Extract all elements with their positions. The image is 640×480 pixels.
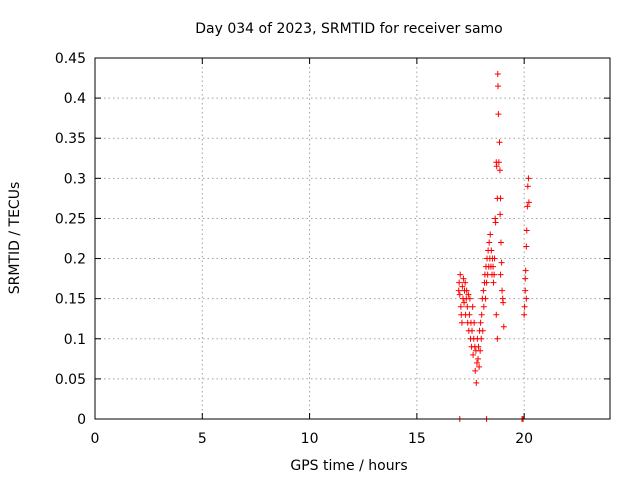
- data-point: [496, 139, 503, 146]
- y-axis: 0 0.05 0.1 0.15 0.2 0.25 0.3 0.35 0.4 0.45: [55, 51, 610, 428]
- data-point: [491, 271, 498, 278]
- data-point: [523, 227, 530, 234]
- data-point: [490, 279, 497, 286]
- data-point: [493, 311, 500, 318]
- data-point: [525, 175, 532, 182]
- y-tick-label: 0: [77, 412, 86, 428]
- data-point: [466, 311, 473, 318]
- data-point: [456, 291, 463, 298]
- data-points: [455, 71, 532, 422]
- data-point: [498, 259, 505, 266]
- data-point: [524, 183, 531, 190]
- y-tick-label: 0.45: [55, 51, 86, 67]
- data-point: [487, 231, 494, 238]
- data-point: [480, 303, 487, 310]
- data-point: [466, 295, 473, 302]
- data-point: [477, 347, 484, 354]
- data-point: [494, 83, 501, 90]
- data-point: [521, 303, 528, 310]
- x-tick-label: 5: [198, 431, 207, 447]
- data-point: [471, 319, 478, 326]
- data-point: [490, 263, 497, 270]
- data-point: [488, 247, 495, 254]
- y-tick-label: 0.2: [64, 252, 86, 268]
- data-point: [463, 287, 470, 294]
- grid: [95, 58, 610, 419]
- data-point: [495, 159, 502, 166]
- chart-title: Day 034 of 2023, SRMTID for receiver sam…: [195, 21, 503, 37]
- data-point: [523, 243, 530, 250]
- data-point: [459, 283, 466, 290]
- x-tick-label: 20: [515, 431, 533, 447]
- data-point: [475, 355, 482, 362]
- data-point: [473, 359, 480, 366]
- y-tick-label: 0.25: [55, 211, 86, 227]
- data-point: [499, 287, 506, 294]
- y-axis-title: SRMTID / TECUs: [7, 182, 23, 295]
- x-tick-label: 15: [408, 431, 426, 447]
- y-tick-label: 0.15: [55, 292, 86, 308]
- data-point: [494, 335, 501, 342]
- data-point: [462, 279, 469, 286]
- plot-frame: [94, 57, 611, 420]
- data-point: [456, 279, 463, 286]
- data-point: [496, 167, 503, 174]
- data-point: [491, 255, 498, 262]
- data-point: [495, 111, 502, 118]
- data-point: [470, 351, 477, 358]
- data-point: [480, 287, 487, 294]
- data-point: [479, 327, 486, 334]
- y-tick-label: 0.3: [64, 171, 86, 187]
- data-point: [458, 319, 465, 326]
- data-point: [483, 279, 490, 286]
- data-point: [500, 299, 507, 306]
- data-point: [464, 303, 471, 310]
- data-point: [497, 195, 504, 202]
- data-point: [472, 367, 479, 374]
- data-point: [522, 267, 529, 274]
- data-point: [497, 211, 504, 218]
- data-point: [465, 291, 472, 298]
- y-tick-label: 0.4: [64, 91, 86, 107]
- data-point: [500, 323, 507, 330]
- x-tick-label: 0: [91, 431, 100, 447]
- data-point: [493, 163, 500, 170]
- x-tick-label: 10: [301, 431, 319, 447]
- data-point: [476, 363, 483, 370]
- data-point: [524, 203, 531, 210]
- data-point: [478, 335, 485, 342]
- data-point: [469, 327, 476, 334]
- data-point: [457, 271, 464, 278]
- data-point: [521, 311, 528, 318]
- data-point: [522, 287, 529, 294]
- data-point: [478, 311, 485, 318]
- data-point: [492, 219, 499, 226]
- data-point: [525, 199, 532, 206]
- y-tick-label: 0.1: [64, 332, 86, 348]
- x-axis-title: GPS time / hours: [290, 458, 407, 474]
- y-tick-label: 0.35: [55, 131, 86, 147]
- data-point: [455, 287, 462, 294]
- data-point: [473, 379, 480, 386]
- data-point: [469, 303, 476, 310]
- data-point: [477, 319, 484, 326]
- data-point: [475, 343, 482, 350]
- data-point: [497, 239, 504, 246]
- data-point: [461, 299, 468, 306]
- data-point: [482, 295, 489, 302]
- y-tick-label: 0.05: [55, 372, 86, 388]
- data-point: [497, 271, 504, 278]
- data-point: [460, 275, 467, 282]
- data-point: [522, 275, 529, 282]
- data-point: [523, 295, 530, 302]
- data-point: [486, 239, 493, 246]
- x-axis: 0 5 10 15 20: [91, 58, 533, 447]
- data-point: [457, 303, 464, 310]
- data-point: [494, 71, 501, 78]
